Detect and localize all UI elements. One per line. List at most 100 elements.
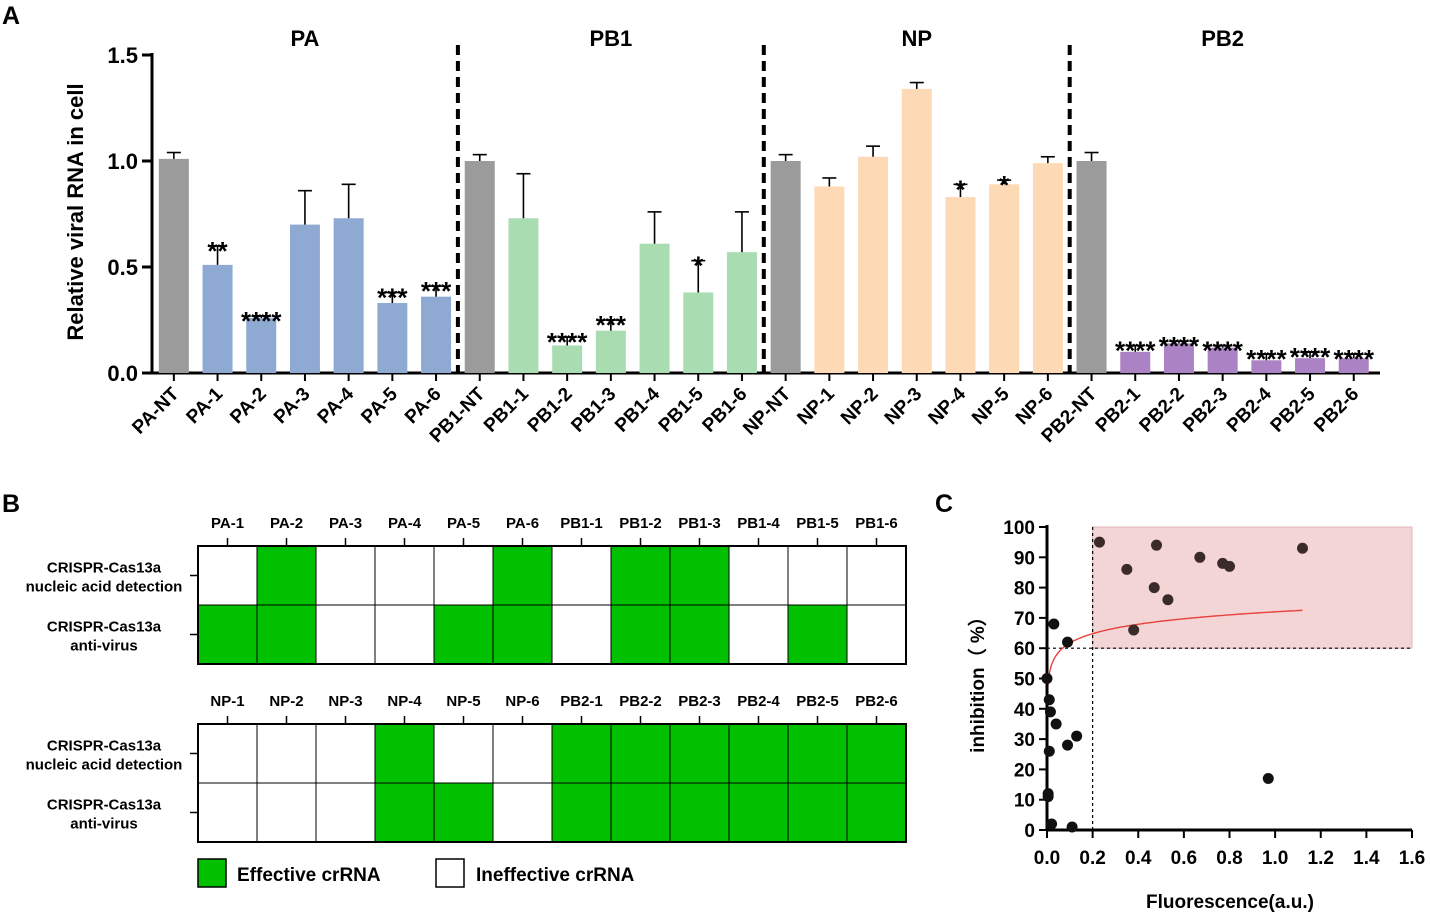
x-tick-label-c: 1.4 bbox=[1353, 848, 1380, 869]
y-tick-label-c: 40 bbox=[1014, 700, 1035, 721]
cell-effective bbox=[551, 782, 612, 843]
panel-c-xlabel: Fluorescence(a.u.) bbox=[1146, 892, 1314, 913]
cell-effective bbox=[846, 782, 907, 843]
cell-ineffective bbox=[374, 545, 435, 606]
scatter-point bbox=[1062, 739, 1074, 751]
cell-ineffective bbox=[787, 545, 848, 606]
row-label-line1: CRISPR-Cas13a bbox=[47, 738, 162, 755]
bar bbox=[858, 156, 889, 373]
cell-effective bbox=[728, 723, 789, 784]
group-title: PB2 bbox=[1201, 26, 1244, 51]
x-tick-label-a: PB2-6 bbox=[1310, 384, 1363, 437]
x-tick-label-a: NP-5 bbox=[968, 383, 1014, 429]
cell-effective bbox=[610, 782, 671, 843]
x-tick-label-a: PB1-3 bbox=[567, 384, 620, 437]
cell-ineffective bbox=[492, 782, 553, 843]
bar bbox=[421, 296, 452, 373]
scatter-point bbox=[1093, 536, 1105, 548]
group-title: PB1 bbox=[589, 26, 632, 51]
cell-effective bbox=[669, 545, 730, 606]
bar bbox=[464, 161, 495, 373]
y-tick-label-a: 1.0 bbox=[107, 149, 138, 174]
column-header: PA-2 bbox=[270, 515, 303, 532]
cell-ineffective bbox=[433, 545, 494, 606]
y-tick-label-c: 100 bbox=[1003, 518, 1035, 539]
column-header: PB2-5 bbox=[796, 693, 839, 710]
row-label-line2: nucleic acid detection bbox=[26, 579, 183, 596]
row-label-line1: CRISPR-Cas13a bbox=[47, 619, 162, 636]
scatter-point bbox=[1224, 560, 1235, 572]
scatter-point bbox=[1297, 542, 1308, 554]
y-tick-label-a: 0.0 bbox=[107, 361, 138, 386]
group-title: PA bbox=[290, 26, 319, 51]
cell-effective bbox=[256, 604, 317, 665]
panel-label-a: A bbox=[2, 2, 20, 30]
cell-effective bbox=[728, 782, 789, 843]
significance-label: **** bbox=[1159, 331, 1200, 361]
x-tick-label-c: 0.4 bbox=[1125, 848, 1152, 869]
column-header: PB1-3 bbox=[678, 515, 721, 532]
x-tick-label-a: PB2-4 bbox=[1223, 383, 1276, 436]
significance-label: **** bbox=[1202, 335, 1243, 365]
scatter-point bbox=[1043, 694, 1055, 706]
x-tick-label-a: PB1-1 bbox=[480, 383, 533, 436]
bar bbox=[1032, 163, 1063, 373]
cell-ineffective bbox=[256, 723, 317, 784]
cell-ineffective bbox=[315, 604, 376, 665]
column-header: PA-4 bbox=[388, 515, 422, 532]
cell-ineffective bbox=[315, 723, 376, 784]
bar bbox=[770, 161, 801, 373]
x-tick-label-a: NP-3 bbox=[881, 384, 926, 429]
significance-label: **** bbox=[241, 306, 282, 336]
y-tick-label-a: 0.5 bbox=[107, 255, 138, 280]
cell-effective bbox=[374, 782, 435, 843]
x-tick-label-a: PA-1 bbox=[183, 383, 228, 428]
x-tick-label-a: PB2-2 bbox=[1136, 384, 1189, 437]
scatter-point bbox=[1148, 582, 1160, 594]
legend-label-effective: Effective crRNA bbox=[237, 865, 381, 886]
cell-ineffective bbox=[492, 723, 553, 784]
cell-ineffective bbox=[846, 604, 907, 665]
x-tick-label-a: NP-2 bbox=[837, 384, 882, 429]
x-tick-label-c: 1.0 bbox=[1262, 848, 1288, 869]
cell-ineffective bbox=[197, 782, 258, 843]
significance-label: **** bbox=[1246, 344, 1287, 374]
panel-c-ylabel: inhibition（ %） bbox=[966, 607, 989, 753]
bar bbox=[901, 88, 932, 374]
row-label-line2: anti-virus bbox=[70, 816, 138, 833]
column-header: PB1-5 bbox=[796, 515, 839, 532]
x-tick-label-a: PA-4 bbox=[314, 383, 359, 428]
row-label-line1: CRISPR-Cas13a bbox=[47, 560, 162, 577]
y-tick-label-c: 70 bbox=[1014, 609, 1035, 630]
panel-a-ylabel: Relative viral RNA in cell bbox=[63, 83, 88, 340]
x-tick-label-c: 0.2 bbox=[1079, 848, 1105, 869]
y-tick-label-c: 20 bbox=[1014, 760, 1035, 781]
cell-ineffective bbox=[728, 545, 789, 606]
cell-effective bbox=[669, 782, 730, 843]
bar bbox=[595, 330, 626, 373]
significance-label: * bbox=[693, 251, 704, 281]
cell-effective bbox=[787, 782, 848, 843]
crrna-effectiveness-table: PA-1 PA-2 PA-3 PA-4 PA-5 PA-6 PB1-1 PB1-2 PB1-3 P… bbox=[26, 515, 907, 888]
x-tick-label-a: PA-3 bbox=[270, 384, 314, 428]
bar bbox=[814, 186, 845, 373]
x-tick-label-a: NP-NT bbox=[739, 383, 795, 439]
cell-effective bbox=[610, 723, 671, 784]
row-label-line1: CRISPR-Cas13a bbox=[47, 797, 162, 814]
y-tick-label-c: 60 bbox=[1014, 639, 1035, 660]
scatter-point bbox=[1048, 618, 1060, 630]
column-header: PB1-2 bbox=[619, 515, 662, 532]
cell-effective bbox=[492, 604, 553, 665]
cell-ineffective bbox=[315, 782, 376, 843]
x-tick-label-c: 1.2 bbox=[1308, 848, 1334, 869]
table-border bbox=[197, 723, 907, 843]
scatter-point bbox=[1041, 673, 1053, 684]
cell-effective bbox=[374, 723, 435, 784]
significance-label: * bbox=[955, 174, 966, 204]
bar bbox=[1338, 358, 1369, 373]
bar bbox=[1207, 347, 1238, 373]
cell-ineffective bbox=[197, 723, 258, 784]
y-tick-label-c: 90 bbox=[1014, 548, 1035, 569]
cell-effective bbox=[669, 723, 730, 784]
